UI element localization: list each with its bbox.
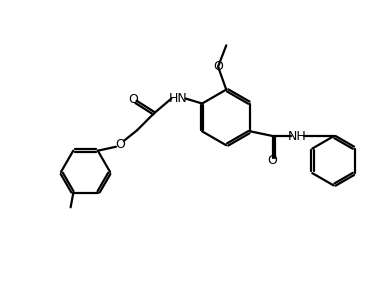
Text: HN: HN bbox=[169, 92, 188, 105]
Text: O: O bbox=[115, 138, 125, 151]
Text: O: O bbox=[213, 60, 223, 73]
Text: NH: NH bbox=[288, 130, 307, 143]
Text: O: O bbox=[128, 93, 138, 106]
Text: O: O bbox=[267, 154, 277, 167]
